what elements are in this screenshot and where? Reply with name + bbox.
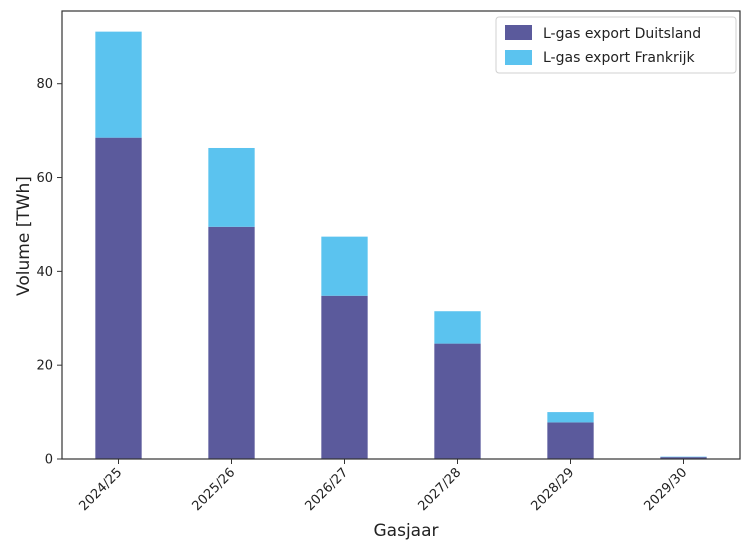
bar-duitsland-5 xyxy=(660,457,707,459)
bars xyxy=(95,31,707,459)
y-tick-label-4: 80 xyxy=(36,77,53,92)
y-tick-label-1: 20 xyxy=(36,359,53,374)
bar-frankrijk-4 xyxy=(547,412,594,423)
bar-duitsland-4 xyxy=(547,422,594,459)
y-tick-label-3: 60 xyxy=(36,171,53,186)
x-tick-label-2: 2026/27 xyxy=(303,465,352,514)
bar-duitsland-3 xyxy=(434,343,481,459)
legend-label-duitsland: L-gas export Duitsland xyxy=(543,26,701,42)
x-axis-ticks: 2024/25 2025/26 2026/27 2027/28 2028/29 2029/… xyxy=(77,459,691,514)
x-tick-label-4: 2028/29 xyxy=(529,465,578,514)
plot-frame xyxy=(61,10,741,460)
legend-swatch-duitsland xyxy=(505,25,532,40)
x-tick-label-1: 2025/26 xyxy=(190,465,239,514)
bar-duitsland-2 xyxy=(321,295,368,459)
x-tick-label-3: 2027/28 xyxy=(416,465,465,514)
y-tick-label-0: 0 xyxy=(45,453,53,468)
bar-duitsland-1 xyxy=(208,226,255,459)
bar-duitsland-0 xyxy=(95,137,142,459)
bar-frankrijk-3 xyxy=(434,311,481,344)
legend-swatch-frankrijk xyxy=(505,50,532,65)
y-axis-ticks: 0 20 40 60 80 xyxy=(36,77,62,468)
legend-box xyxy=(495,16,737,74)
bar-frankrijk-0 xyxy=(95,31,142,138)
x-tick-label-5: 2029/30 xyxy=(642,465,691,514)
x-axis-label: Gasjaar xyxy=(374,521,439,541)
x-tick-label-0: 2024/25 xyxy=(77,465,126,514)
bar-frankrijk-1 xyxy=(208,147,255,227)
legend-label-frankrijk: L-gas export Frankrijk xyxy=(543,50,696,66)
y-axis-label: Volume [TWh] xyxy=(14,176,34,296)
legend: L-gas export Duitsland L-gas export Fran… xyxy=(495,16,737,74)
bar-frankrijk-2 xyxy=(321,236,368,296)
y-tick-label-2: 40 xyxy=(36,265,53,280)
